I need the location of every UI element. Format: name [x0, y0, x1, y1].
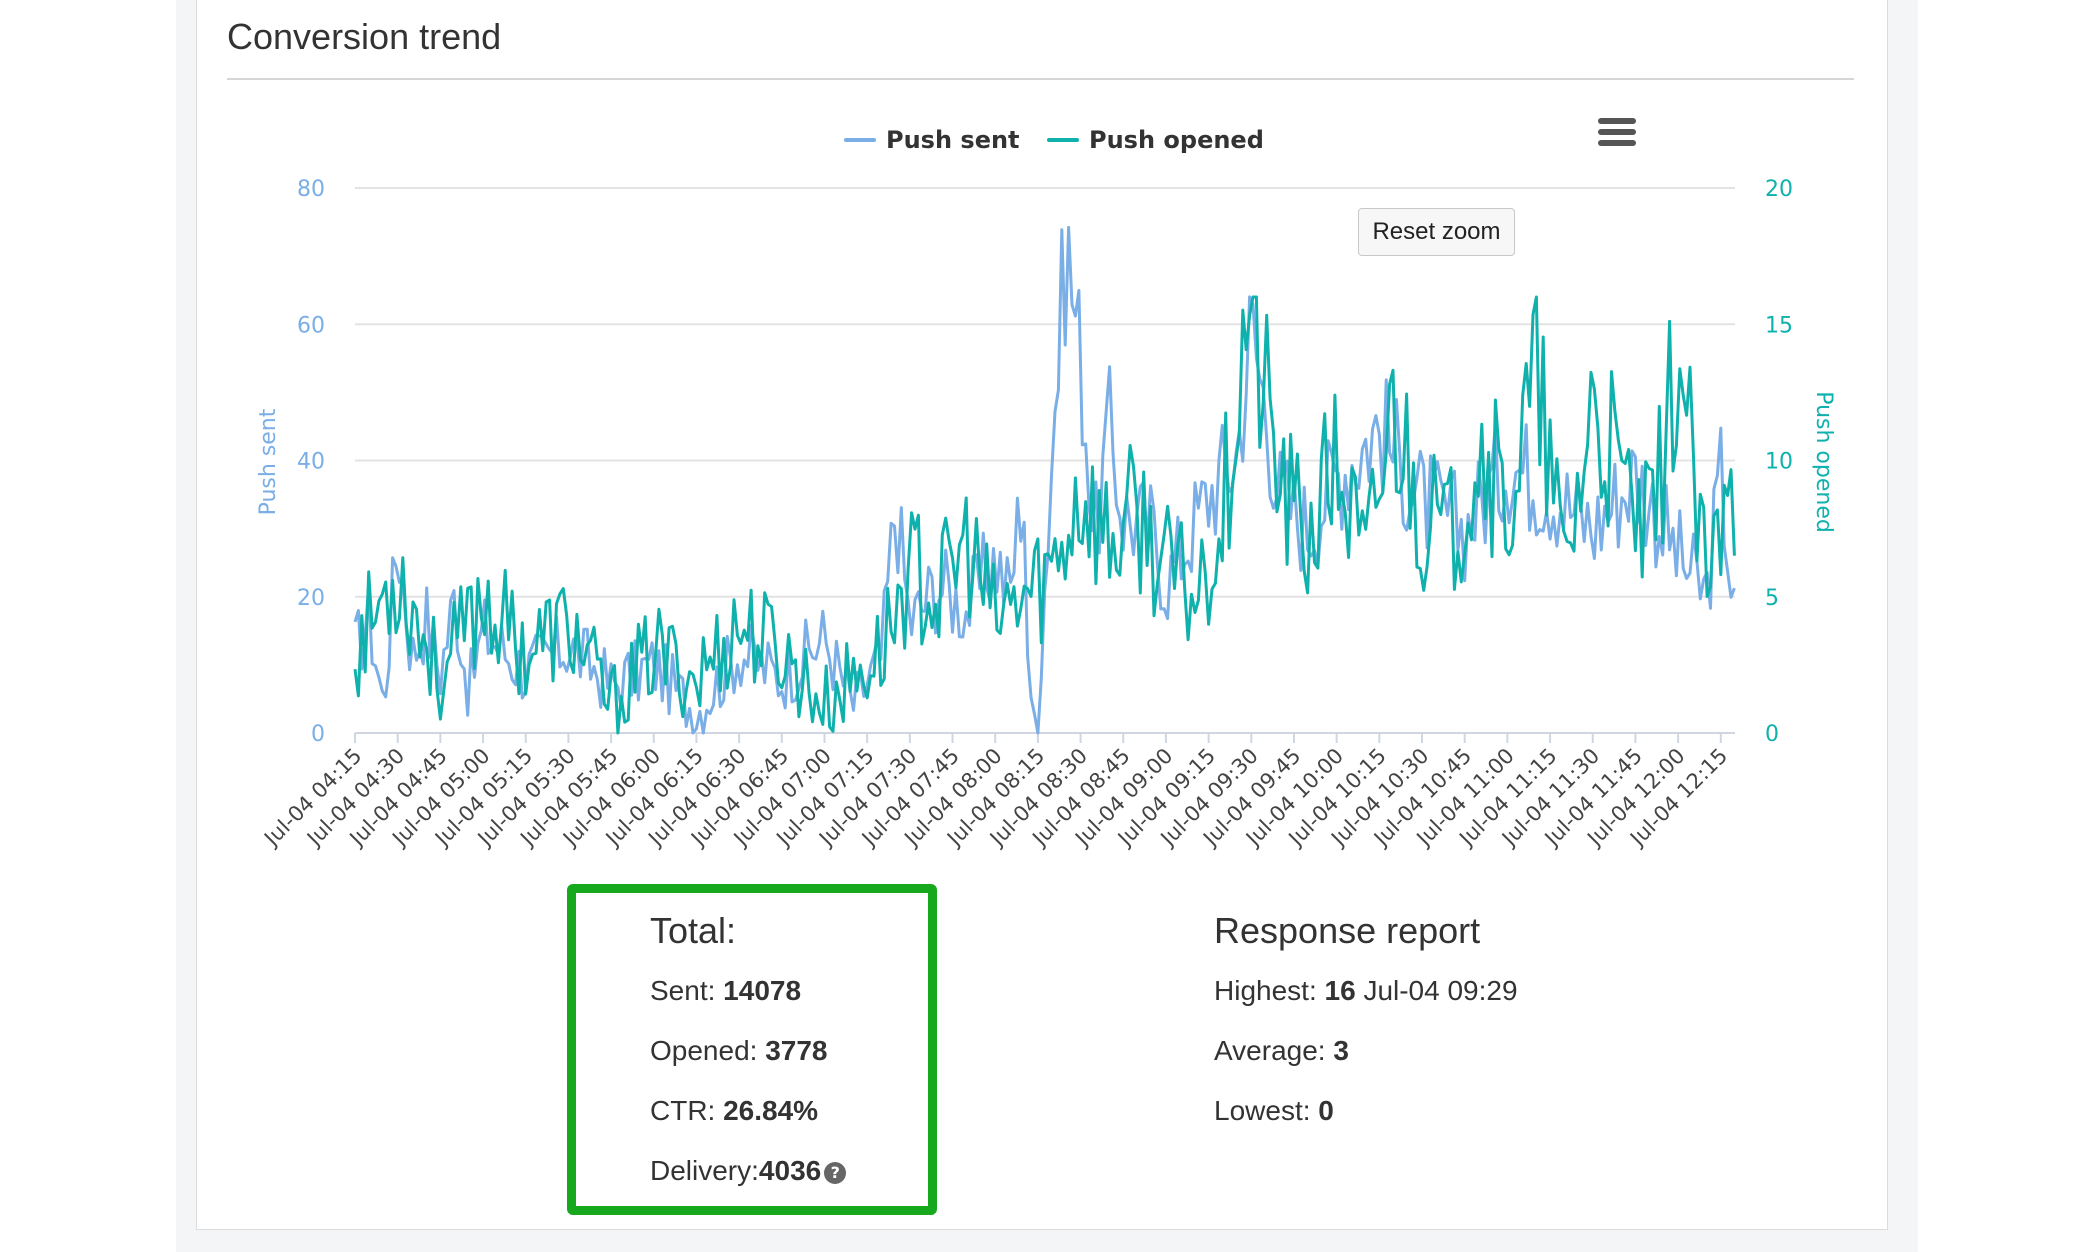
response-highest-label: Highest: [1214, 975, 1317, 1006]
total-opened-row: Opened: 3778 [650, 1034, 846, 1094]
response-average-value: 3 [1333, 1035, 1349, 1066]
response-lowest-row: Lowest: 0 [1214, 1094, 1518, 1154]
legend-swatch-push-opened [1047, 138, 1079, 142]
legend-label-push-opened: Push opened [1089, 126, 1264, 154]
response-lowest-value: 0 [1318, 1095, 1334, 1126]
total-ctr-row: CTR: 26.84% [650, 1094, 846, 1154]
right-tick-label: 0 [1765, 722, 1779, 747]
right-tick-label: 15 [1765, 313, 1793, 338]
card-divider [227, 78, 1854, 80]
response-highest-time: Jul-04 09:29 [1363, 975, 1518, 1006]
response-average-row: Average: 3 [1214, 1034, 1518, 1094]
series-line-push-opened [353, 295, 1736, 735]
page-background-left [0, 0, 176, 1252]
right-axis-ticks: 0 5 10 15 20 [1765, 177, 1793, 747]
response-highest-row: Highest: 16 Jul-04 09:29 [1214, 974, 1518, 1034]
total-delivery-value: 4036 [758, 1155, 822, 1186]
total-opened-label: Opened: [650, 1035, 758, 1066]
left-tick-label: 80 [297, 177, 325, 202]
left-tick-label: 60 [297, 313, 325, 338]
response-report-panel: Response report Highest: 16 Jul-04 09:29… [1214, 910, 1518, 1154]
right-axis-title: Push opened [1811, 391, 1836, 533]
legend-item-push-opened[interactable]: Push opened [1047, 126, 1264, 154]
response-average-label: Average: [1214, 1035, 1326, 1066]
total-sent-label: Sent: [650, 975, 716, 1006]
total-ctr-value: 26.84% [723, 1095, 819, 1126]
total-ctr-label: CTR: [650, 1095, 716, 1126]
total-delivery-row: Delivery:4036? [650, 1154, 847, 1214]
reset-zoom-button[interactable]: Reset zoom [1358, 208, 1515, 256]
left-tick-label: 40 [297, 450, 325, 475]
left-tick-label: 0 [311, 722, 325, 747]
right-tick-label: 5 [1765, 586, 1779, 611]
legend-item-push-sent[interactable]: Push sent [844, 126, 1020, 154]
totals-title: Total: [650, 910, 737, 951]
totals-panel: Total: Sent: 14078 Opened: 3778 CTR: 26.… [650, 910, 847, 1214]
left-tick-label: 20 [297, 586, 325, 611]
total-sent-row: Sent: 14078 [650, 974, 846, 1034]
totals-highlight-box [567, 884, 937, 1215]
response-report-title: Response report [1214, 910, 1481, 951]
right-tick-label: 20 [1765, 177, 1793, 202]
total-delivery-label: Delivery: [650, 1155, 759, 1186]
legend-label-push-sent: Push sent [886, 126, 1020, 154]
right-tick-label: 10 [1765, 450, 1793, 475]
hamburger-menu-icon[interactable] [1598, 118, 1636, 152]
question-circle-icon[interactable]: ? [824, 1161, 847, 1184]
left-axis-title: Push sent [256, 408, 281, 515]
total-sent-value: 14078 [723, 975, 802, 1006]
left-axis-ticks: 0 20 40 60 80 [297, 177, 325, 747]
series-line-push-sent [353, 225, 1736, 735]
card-title: Conversion trend [227, 16, 502, 57]
total-opened-value: 3778 [765, 1035, 828, 1066]
response-lowest-label: Lowest: [1214, 1095, 1311, 1126]
legend-swatch-push-sent [844, 138, 876, 142]
response-highest-value: 16 [1324, 975, 1356, 1006]
